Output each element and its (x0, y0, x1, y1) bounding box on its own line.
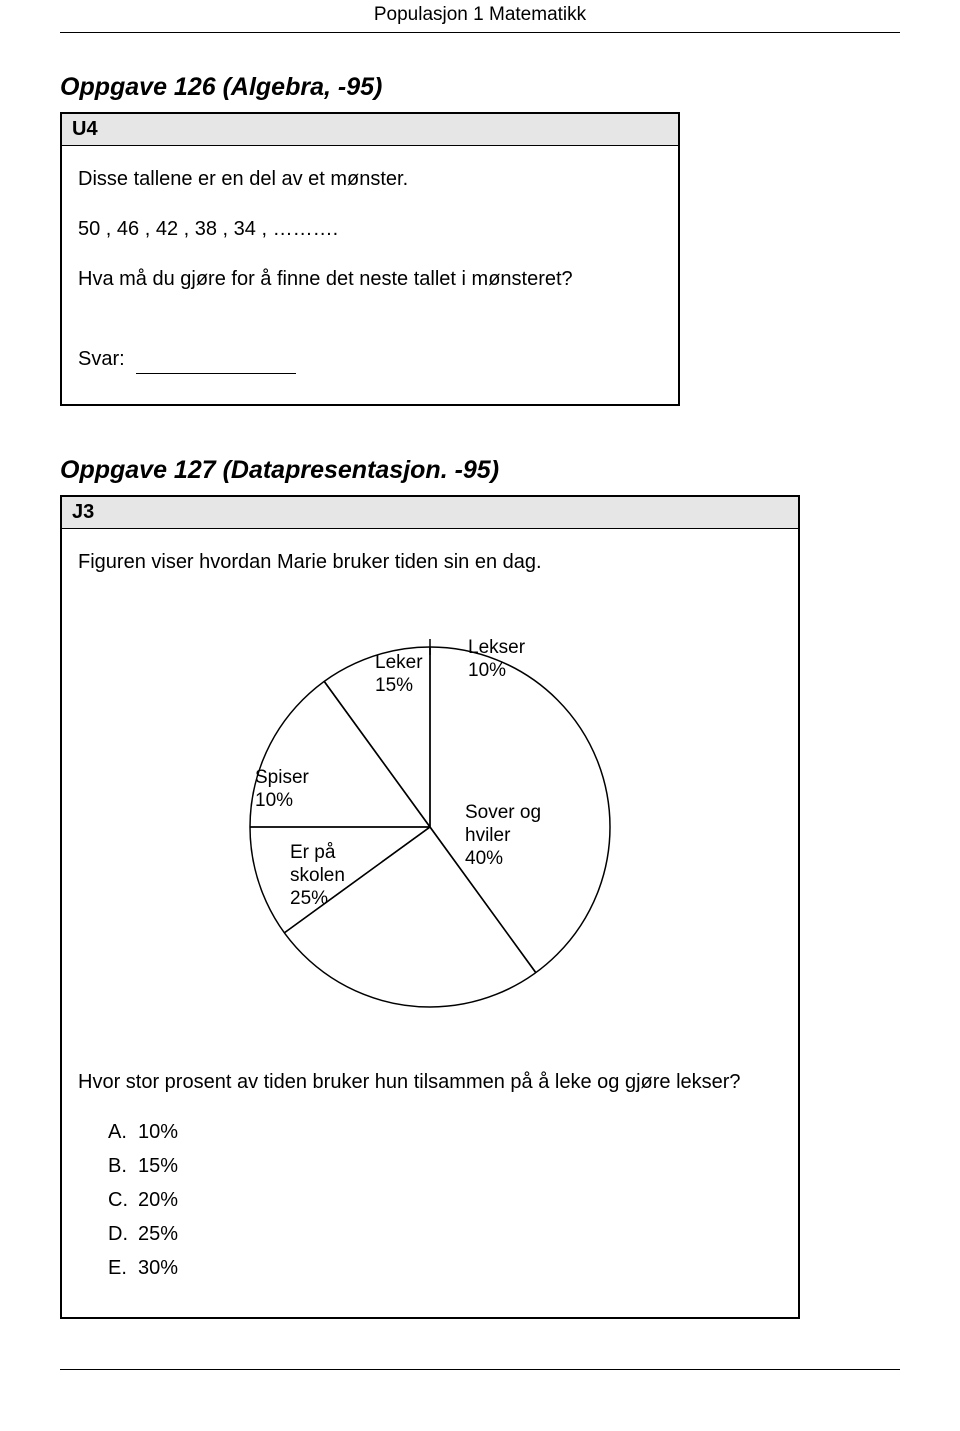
pie-slice-label: Leker15% (375, 652, 423, 698)
svar-label: Svar: (78, 348, 125, 370)
answer-letter: E. (108, 1253, 138, 1283)
task2-box: J3 Figuren viser hvordan Marie bruker ti… (60, 495, 800, 1319)
task2-intro: Figuren viser hvordan Marie bruker tiden… (78, 547, 782, 577)
answer-letter: D. (108, 1219, 138, 1249)
answer-letter: A. (108, 1117, 138, 1147)
task1-sequence: 50 , 46 , 42 , 38 , 34 , ………. (78, 214, 662, 244)
task1-box: U4 Disse tallene er en del av et mønster… (60, 112, 680, 406)
answer-letter: C. (108, 1185, 138, 1215)
footer-rule (60, 1369, 900, 1370)
answer-option[interactable]: E.30% (78, 1253, 782, 1283)
answer-text: 20% (138, 1185, 178, 1215)
pie-slice-label: Er påskolen25% (290, 842, 345, 910)
answer-option[interactable]: D.25% (78, 1219, 782, 1249)
task2-code: J3 (62, 497, 798, 529)
answer-text: 10% (138, 1117, 178, 1147)
page-header: Populasjon 1 Matematikk (60, 0, 900, 33)
task1-code: U4 (62, 114, 678, 146)
pie-slice-label: Sover oghviler40% (465, 802, 541, 870)
answer-text: 15% (138, 1151, 178, 1181)
answer-letter: B. (108, 1151, 138, 1181)
task2-question: Hvor stor prosent av tiden bruker hun ti… (78, 1067, 782, 1097)
task2-body: Figuren viser hvordan Marie bruker tiden… (62, 529, 798, 1317)
answer-option[interactable]: C.20% (78, 1185, 782, 1215)
answer-text: 30% (138, 1253, 178, 1283)
pie-slice-label: Lekser10% (468, 637, 525, 683)
task1-body: Disse tallene er en del av et mønster. 5… (62, 146, 678, 404)
answer-text: 25% (138, 1219, 178, 1249)
pie-slice-label: Spiser10% (255, 767, 309, 813)
svar-blank[interactable] (136, 373, 296, 374)
task1-line1: Disse tallene er en del av et mønster. (78, 164, 662, 194)
task2-title: Oppgave 127 (Datapresentasjon. -95) (60, 456, 900, 485)
pie-chart: Sover oghviler40% Lekser10% Leker15% Spiser… (210, 607, 650, 1047)
task1-question: Hva må du gjøre for å finne det neste ta… (78, 264, 662, 294)
answer-option[interactable]: A.10% (78, 1117, 782, 1147)
task1-title: Oppgave 126 (Algebra, -95) (60, 73, 900, 102)
pie-svg (210, 607, 650, 1047)
answer-list: A.10%B.15%C.20%D.25%E.30% (78, 1117, 782, 1283)
answer-option[interactable]: B.15% (78, 1151, 782, 1181)
